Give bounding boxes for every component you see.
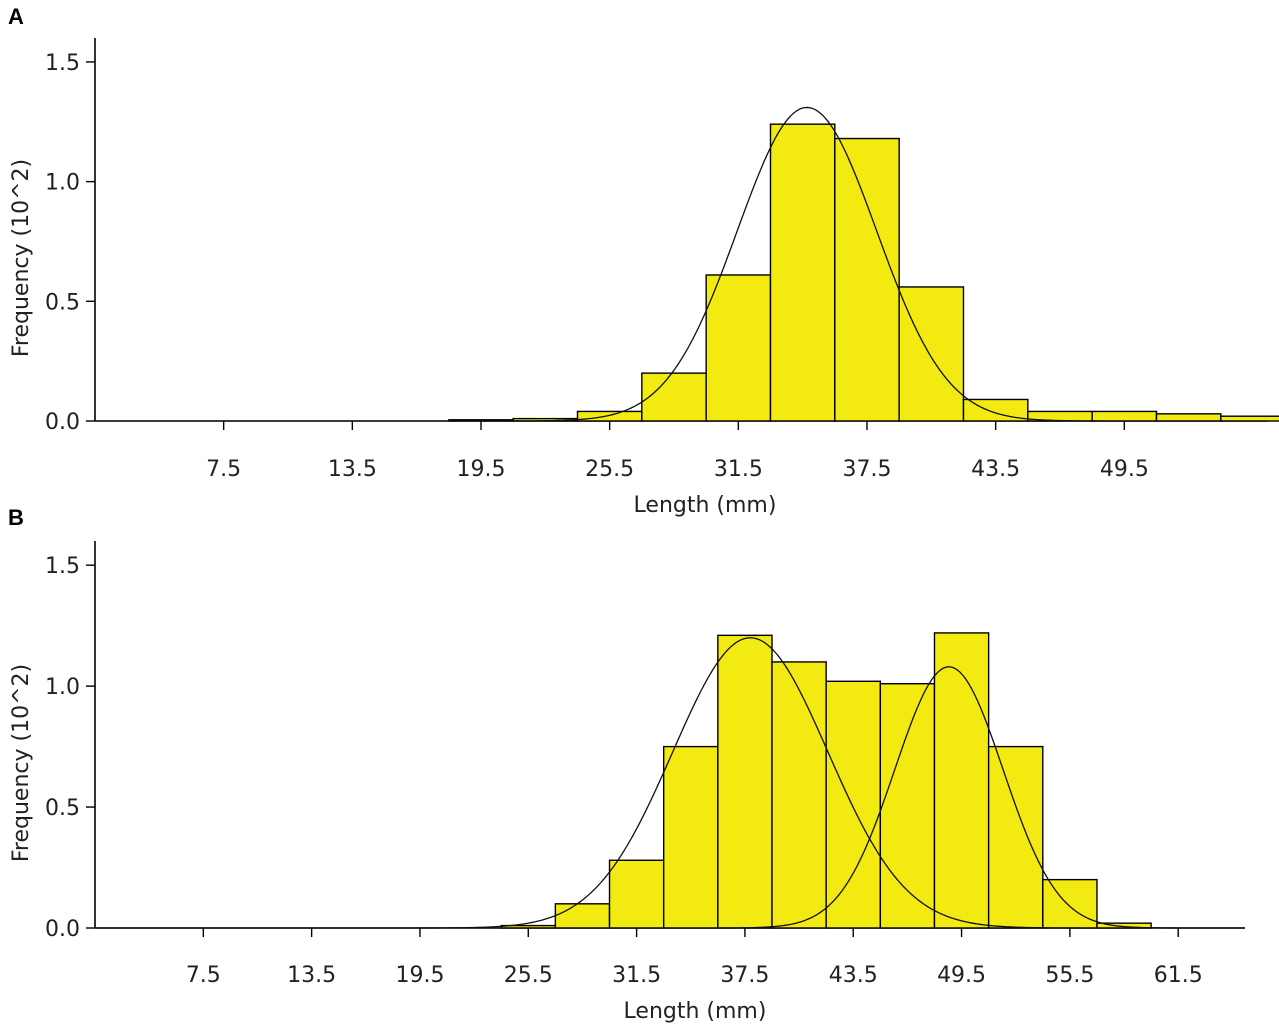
panel-b-x-tick-label-9: 61.5 [1154,963,1203,988]
panel-a-y-axis-title: Frequency (10^2) [9,159,34,357]
panel-b: B 7.5 13.5 19.5 25.5 31.5 37.5 43.5 49.5 55.5 61.… [8,505,1245,1024]
panel-a-fit-curve-0 [95,106,1268,422]
panel-a-x-tick-label-0: 7.5 [206,457,241,482]
panel-b-bars [500,632,1152,929]
panel-a-bar-3 [641,372,707,422]
panel-a-bar-7 [898,286,965,422]
panel-b-bar-5 [771,661,827,929]
panel-b-x-axis-title: Length (mm) [624,999,767,1024]
panel-a-bar-5 [769,123,836,422]
panel-b-x-tick-label-1: 13.5 [287,963,336,988]
panel-b-x-tick-label-4: 31.5 [612,963,661,988]
panel-a-bar-2 [576,410,643,422]
panel-a-bar-12 [1220,415,1279,422]
panel-b-x-tick-label-2: 19.5 [395,963,444,988]
panel-a-bar-6 [834,137,900,422]
panel-b-bar-4 [717,634,773,929]
panel-letter-a: A [8,4,24,29]
panel-b-x-ticks: 7.5 13.5 19.5 25.5 31.5 37.5 43.5 49.5 55.5 61.5 [186,928,1203,988]
panel-b-x-tick-label-6: 43.5 [829,963,878,988]
panel-b-bar-9 [987,745,1044,929]
panel-b-x-tick-label-3: 25.5 [504,963,553,988]
panel-a-x-tick-label-2: 19.5 [457,457,506,482]
panel-a-y-tick-label-1: 0.5 [45,290,80,315]
panel-b-bar-7 [879,683,936,929]
panel-a-x-tick-label-1: 13.5 [328,457,377,482]
panel-a-x-axis-title: Length (mm) [634,493,777,518]
panel-b-bar-3 [662,745,719,929]
panel-a-x-tick-label-7: 49.5 [1100,457,1149,482]
panel-a-x-tick-label-5: 37.5 [843,457,892,482]
panel-a-y-ticks: 0.0 0.5 1.0 1.5 [45,51,95,435]
panel-a-x-ticks: 7.5 13.5 19.5 25.5 31.5 37.5 43.5 49.5 [206,421,1149,482]
panel-a-axes [94,38,1268,422]
panel-b-bar-10 [1042,878,1098,929]
panel-a-bar-10 [1091,410,1158,422]
panel-a-bar-4 [705,274,772,422]
panel-a-y-tick-label-3: 1.5 [45,51,80,76]
panel-b-x-tick-label-5: 37.5 [720,963,769,988]
panel-letter-b: B [8,505,24,530]
panel-b-x-tick-label-7: 49.5 [937,963,986,988]
panel-a-x-tick-label-3: 25.5 [585,457,634,482]
panel-a-x-tick-label-4: 31.5 [714,457,763,482]
panel-a-y-tick-label-0: 0.0 [45,410,80,435]
panel-b-bar-1 [554,903,611,929]
panel-b-y-ticks: 0.0 0.5 1.0 1.5 [45,554,95,942]
panel-b-y-tick-label-3: 1.5 [45,554,80,579]
panel-a-bar-11 [1155,413,1222,422]
panel-a-bars [448,123,1279,422]
panel-a: A 7.5 13.5 19.5 25.5 31.5 37.5 43.5 49.5 0.0 0.5… [8,4,1279,518]
panel-b-curves [95,637,1245,929]
panel-b-bar-2 [608,859,665,929]
panel-b-x-tick-label-0: 7.5 [186,963,221,988]
panel-a-x-tick-label-6: 43.5 [971,457,1020,482]
panel-b-y-tick-label-1: 0.5 [45,796,80,821]
panel-b-bar-6 [825,680,882,929]
panel-b-y-tick-label-2: 1.0 [45,675,80,700]
panel-a-y-tick-label-2: 1.0 [45,171,80,196]
panel-b-y-axis-title: Frequency (10^2) [9,664,34,862]
panel-b-x-tick-label-8: 55.5 [1045,963,1094,988]
panel-b-fit-curve-1 [95,666,1245,929]
panel-a-curves [95,106,1268,422]
panel-b-y-tick-label-0: 0.0 [45,917,80,942]
panel-b-bar-8 [933,632,990,929]
